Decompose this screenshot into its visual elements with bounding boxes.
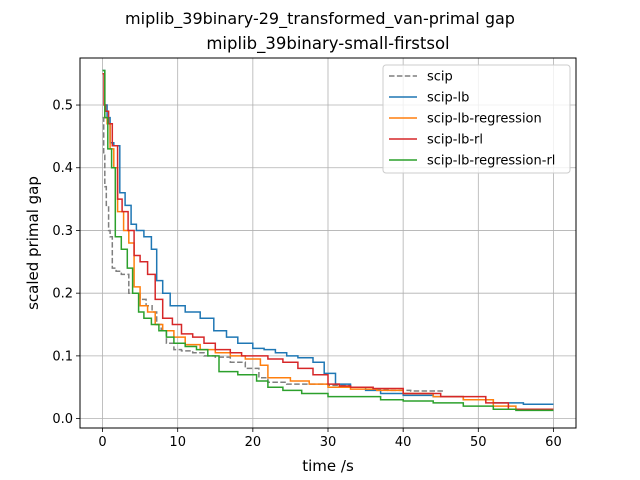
legend-label-scip-lb: scip-lb xyxy=(427,91,469,106)
y-tick-label: 0.5 xyxy=(52,99,73,114)
legend-label-scip-lb-regression-rl: scip-lb-regression-rl xyxy=(427,154,555,169)
y-tick-label: 0.4 xyxy=(52,161,73,176)
legend-box xyxy=(382,64,571,174)
series-line-scip-lb xyxy=(102,69,554,405)
y-tick-label: 0.0 xyxy=(52,412,73,427)
y-tick-label: 0.2 xyxy=(52,287,73,302)
series-line-scip xyxy=(102,116,445,392)
y-tick-label: 0.1 xyxy=(52,349,73,364)
x-tick-label: 30 xyxy=(320,435,337,450)
legend-label-scip-lb-regression: scip-lb-regression xyxy=(427,112,542,127)
y-axis-label: scaled primal gap xyxy=(24,176,42,310)
legend-label-scip-lb-rl: scip-lb-rl xyxy=(427,133,483,148)
x-tick-label: 40 xyxy=(395,435,412,450)
x-tick-label: 60 xyxy=(545,435,562,450)
series-layer xyxy=(102,69,554,412)
x-axis: 0 10 20 30 40 50 60 xyxy=(98,428,562,450)
chart-suptitle: miplib_39binary-29_transformed_van-prima… xyxy=(125,9,515,29)
x-tick-label: 20 xyxy=(245,435,262,450)
chart-title: miplib_39binary-small-firstsol xyxy=(206,34,449,54)
y-axis: 0.0 0.1 0.2 0.3 0.4 0.5 xyxy=(52,99,80,427)
x-tick-label: 0 xyxy=(98,435,106,450)
x-tick-label: 50 xyxy=(470,435,487,450)
y-tick-label: 0.3 xyxy=(52,224,73,239)
legend-label-scip: scip xyxy=(427,70,453,85)
series-line-scip-lb-regression-rl xyxy=(102,69,554,412)
x-axis-label: time /s xyxy=(302,457,354,475)
legend: scip scip-lb scip-lb-regression scip-lb-rl s… xyxy=(382,64,571,174)
series-line-scip-lb-rl xyxy=(102,72,554,410)
x-tick-label: 10 xyxy=(169,435,186,450)
